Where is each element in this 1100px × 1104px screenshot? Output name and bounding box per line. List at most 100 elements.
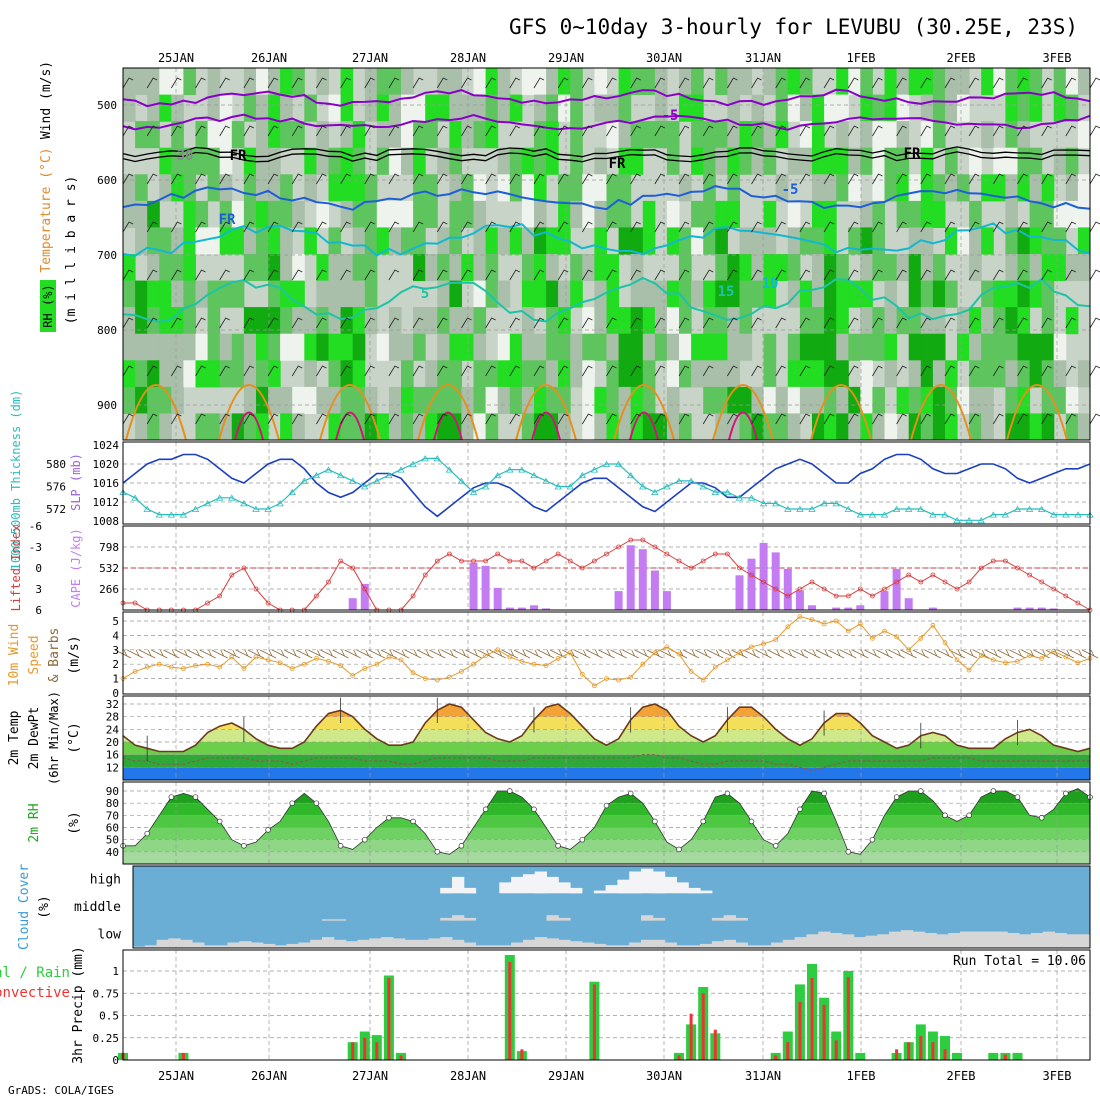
wind-point <box>845 628 851 634</box>
rh-cell <box>751 227 765 255</box>
rh-cell <box>727 307 740 335</box>
rh-cell <box>691 121 704 149</box>
rh-cell <box>836 280 849 308</box>
wind-barb <box>461 365 472 377</box>
rh-cell <box>945 413 958 441</box>
rh-cell <box>582 307 595 335</box>
rh-point <box>192 794 199 800</box>
wind-barb <box>847 269 859 281</box>
wind-tick-0: 5 <box>112 615 119 628</box>
rh-cell <box>461 200 474 228</box>
wind-barb <box>702 365 714 377</box>
wind-barb <box>436 77 448 89</box>
rh-cell <box>546 254 559 282</box>
li-point <box>712 551 718 557</box>
rh-point <box>313 800 320 806</box>
wind-barb <box>195 365 206 377</box>
cape-bar <box>348 598 357 610</box>
rh-cell <box>932 121 946 149</box>
temp-line <box>122 703 1091 753</box>
wind-point <box>676 651 682 657</box>
li-point <box>1039 579 1045 585</box>
rh-cell <box>256 333 269 361</box>
wind-barb <box>920 317 931 329</box>
wind-barb <box>775 365 786 377</box>
rh-cell <box>256 360 269 388</box>
rh-cell <box>558 307 571 335</box>
rh-cell <box>981 227 994 255</box>
rh-cell <box>932 360 946 388</box>
rh-cell <box>171 68 184 96</box>
rh-cell <box>1077 413 1091 441</box>
wind-barb <box>823 125 835 137</box>
wind-point <box>906 647 912 653</box>
cloud-cell <box>156 939 169 948</box>
rh-point <box>241 843 247 849</box>
wind-barb <box>388 365 400 377</box>
rh-point <box>265 827 271 833</box>
wind-barb <box>533 413 545 425</box>
rh-cell <box>1005 360 1018 388</box>
cape-bar <box>1013 607 1022 610</box>
rh-cell <box>1005 307 1018 335</box>
wind-barb <box>799 365 811 377</box>
rh-cell <box>618 307 632 335</box>
rh-cell <box>654 121 668 149</box>
thickness-point <box>820 500 828 507</box>
rh-cell <box>364 68 378 96</box>
rh-cell <box>521 200 535 228</box>
cloud-cell <box>617 945 630 948</box>
wind-barb <box>195 125 206 137</box>
wind-barb <box>968 365 980 377</box>
rh-cell <box>195 360 209 388</box>
precip-conv-bar <box>943 1049 947 1060</box>
wind-point <box>737 650 742 656</box>
li-point <box>1003 558 1008 564</box>
rh-cell <box>642 280 656 308</box>
rh-cell <box>993 307 1006 335</box>
cloud-frame <box>132 865 1091 949</box>
rh-cell <box>1053 68 1067 96</box>
rh-cell <box>908 174 922 202</box>
rh-cell <box>848 413 861 441</box>
rh-cell <box>981 68 994 96</box>
rh-point <box>1014 794 1021 800</box>
wind-barb <box>388 317 400 329</box>
wind-point <box>398 657 404 663</box>
cloud-cell <box>251 942 264 948</box>
rh-cell <box>1065 307 1079 335</box>
wind-barb <box>944 317 956 329</box>
wind-point <box>725 657 730 663</box>
wind-barb <box>533 365 545 377</box>
rh-cell <box>123 174 136 202</box>
cloud-cell <box>534 871 547 894</box>
mb-tick-1: 600 <box>97 174 117 187</box>
rh-cell <box>1041 227 1055 255</box>
rh-cell <box>606 386 620 414</box>
rh-cell <box>497 333 511 361</box>
wind-barb <box>606 269 617 281</box>
wind-barb <box>509 221 520 233</box>
wind-barb <box>606 365 617 377</box>
wind-barb <box>171 125 182 137</box>
thickness-point <box>832 500 840 507</box>
rh-cell <box>884 413 898 441</box>
wind-barb-surface <box>380 649 398 659</box>
li-point <box>749 572 754 578</box>
rh-point <box>918 788 924 794</box>
date-bottom-7: 1FEB <box>847 1069 876 1083</box>
rh-cell <box>485 413 499 441</box>
wind-point <box>592 683 597 689</box>
thickness-point <box>179 511 188 518</box>
rh-cell <box>521 254 535 282</box>
thickness-point <box>433 455 441 462</box>
rh-cell <box>848 174 861 202</box>
contour-25-loop <box>810 384 872 441</box>
wind-barb <box>992 413 1004 425</box>
rh-cell <box>618 360 632 388</box>
rh-cell <box>256 121 269 149</box>
rh-cell <box>630 307 644 335</box>
wind-barb <box>630 173 641 185</box>
rh-cell <box>679 333 692 361</box>
rh-cell <box>413 307 426 335</box>
